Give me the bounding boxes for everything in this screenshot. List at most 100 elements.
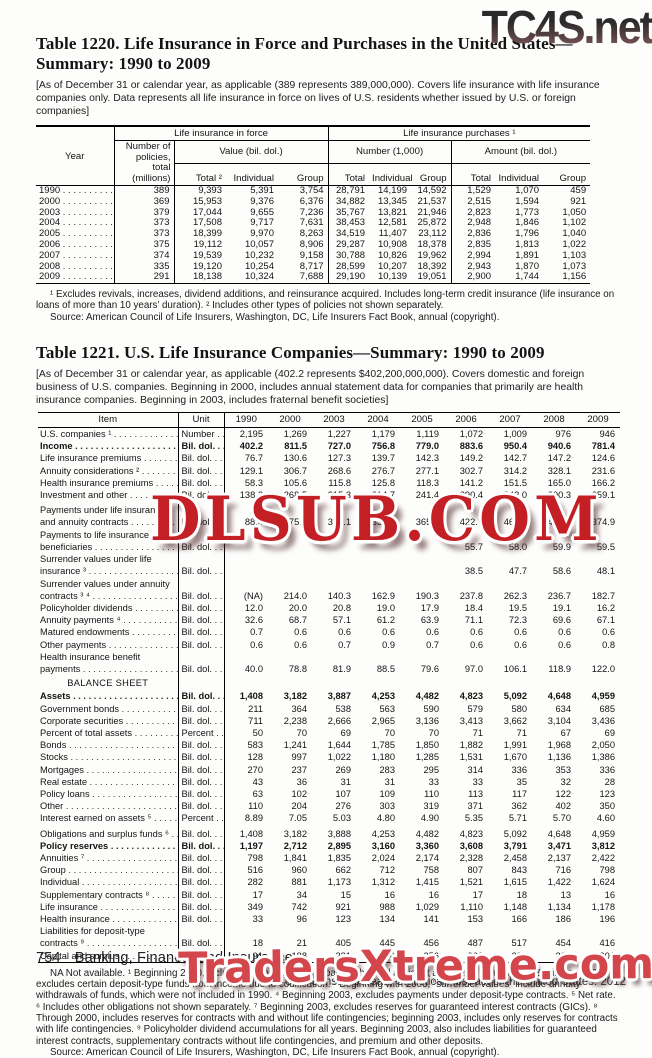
value-cell: 25,872 — [417, 218, 447, 229]
item-cell: beneficiaries . . . . . . . . . . . . . … — [40, 541, 178, 552]
value-cell: 68.7 — [288, 615, 307, 626]
item-cell: and annuity contracts . . . . . . . . . … — [40, 517, 178, 528]
value-cell: 349 — [247, 901, 263, 912]
value-cell: 8,263 — [299, 229, 324, 240]
column-header: Group — [419, 173, 447, 184]
item-cell: Health insurance premiums . . . . . . . … — [40, 477, 178, 488]
value-cell: 2,195 — [239, 429, 263, 440]
unit-cell: Bil. dol. . . . . . . . . . . . . . . . … — [177, 662, 225, 676]
value-cell: 662 — [335, 865, 351, 876]
unit-cell: Bil. dol. . . . . . . . . . . . . . . . … — [177, 690, 225, 703]
value-cell: 921 — [335, 901, 351, 912]
value-cell: 7,236 — [299, 207, 324, 218]
value-cell: 10,324 — [244, 272, 274, 283]
value-cell: 5.70 — [552, 813, 571, 824]
item-cell: Health insurance benefit — [40, 651, 141, 662]
value-cell: 151.5 — [503, 477, 527, 488]
value-cell: 32.6 — [244, 615, 263, 626]
value-cell: 2,422 — [591, 852, 615, 863]
value-cell: 1,644 — [327, 740, 351, 751]
value-cell: 4.90 — [420, 813, 439, 824]
value-cell: 31 — [384, 776, 395, 787]
column-header-year: 2005 — [400, 412, 444, 429]
unit-cell: Bil. dol. . . . . . . . . . . . . . . . … — [177, 751, 225, 764]
item-cell: BALANCE SHEET — [67, 678, 149, 689]
value-cell: 2,965 — [371, 715, 395, 726]
value-cell: 314 — [467, 764, 483, 775]
table-row: Surrender values under annuity — [38, 577, 620, 590]
table-row: Group . . . . . . . . . . . . . . . . . … — [38, 864, 620, 877]
value-cell: 0.6 — [426, 627, 439, 638]
value-cell: 583 — [247, 740, 263, 751]
table-row: Government bonds . . . . . . . . . . . .… — [38, 702, 620, 715]
value-cell: 69 — [340, 727, 351, 738]
value-cell: 3,608 — [459, 840, 483, 851]
value-cell: 295 — [423, 764, 439, 775]
unit-cell: Bil. dol. . . . . . . . . . . . . . . . … — [177, 824, 225, 840]
value-cell: 445 — [379, 938, 395, 949]
item-cell: Annuities ⁷ . . . . . . . . . . . . . . … — [40, 852, 178, 863]
value-cell: 921 — [570, 196, 587, 207]
value-cell: 33 — [472, 776, 483, 787]
value-cell: 3,662 — [503, 715, 527, 726]
value-cell: 214.0 — [283, 590, 307, 601]
value-cell: 374 — [113, 250, 174, 262]
value-cell — [400, 925, 444, 937]
value-cell: 71.1 — [464, 615, 483, 626]
value-cell — [400, 675, 444, 690]
value-cell: 19,539 — [173, 250, 226, 262]
item-cell: Matured endowments . . . . . . . . . . .… — [40, 627, 178, 638]
value-cell: 1,009 — [503, 429, 527, 440]
value-cell — [312, 553, 356, 565]
value-cell — [312, 925, 356, 937]
value-cell: 276 — [335, 801, 351, 812]
value-cell — [444, 925, 488, 937]
item-cell: Obligations and surplus funds ⁶ . . . . … — [40, 828, 178, 839]
column-header: Group — [296, 173, 324, 184]
value-cell: 282 — [511, 950, 527, 961]
value-cell: 10,254 — [244, 261, 274, 272]
value-cell: 2,137 — [547, 852, 571, 863]
value-cell: 716 — [555, 865, 571, 876]
unit-cell — [177, 577, 225, 590]
value-cell: 1,269 — [283, 429, 307, 440]
value-cell: 1,846 — [515, 218, 540, 229]
value-cell: 19.0 — [376, 602, 395, 613]
value-cell: 162.9 — [371, 590, 395, 601]
table-row: and annuity contracts . . . . . . . . . … — [38, 516, 620, 529]
unit-cell: Number . . . . . . . . . . . . . . . . .… — [177, 427, 225, 441]
value-cell: 32 — [560, 776, 571, 787]
value-cell: 538 — [335, 703, 351, 714]
value-cell: 17 — [472, 889, 483, 900]
value-cell — [224, 501, 268, 516]
unit-cell: Bil. dol. . . . . . . . . . . . . . . . … — [177, 601, 225, 615]
table-row: Annuity payments ⁴ . . . . . . . . . . .… — [38, 614, 620, 627]
item-cell: Policyholder dividends . . . . . . . . .… — [40, 602, 178, 613]
value-cell: 940.6 — [547, 441, 571, 452]
value-cell: 113 — [468, 788, 483, 799]
value-cell: 13 — [560, 889, 571, 900]
value-cell: 9,717 — [250, 218, 274, 229]
value-cell: 9,393 — [173, 185, 226, 197]
value-cell: 290.4 — [459, 490, 483, 501]
value-cell: 5,092 — [503, 691, 527, 702]
value-cell — [268, 541, 312, 553]
value-cell: 106.1 — [503, 663, 527, 674]
table-row: Interest earned on assets ⁵ . . . . . . … — [38, 812, 620, 825]
value-cell: 727.0 — [327, 441, 351, 452]
value-cell: 301 — [599, 950, 615, 961]
table-row: Health insurance premiums . . . . . . . … — [38, 476, 620, 490]
value-cell: 282 — [247, 877, 263, 888]
table-1221-source: Source: American Council of Life Insurer… — [36, 1047, 622, 1058]
value-cell: 12.0 — [244, 602, 263, 613]
value-cell: 1,408 — [239, 828, 263, 839]
table-row: Assets . . . . . . . . . . . . . . . . .… — [38, 690, 620, 703]
value-cell — [400, 578, 444, 590]
value-cell: 10,232 — [244, 250, 274, 261]
value-cell: 10,057 — [244, 239, 274, 250]
value-cell: 21,537 — [417, 196, 447, 207]
value-cell: 1,744 — [515, 272, 540, 283]
item-cell: insurance ³ . . . . . . . . . . . . . . … — [40, 566, 178, 577]
value-cell: 12,581 — [377, 218, 408, 229]
value-cell — [532, 651, 576, 663]
